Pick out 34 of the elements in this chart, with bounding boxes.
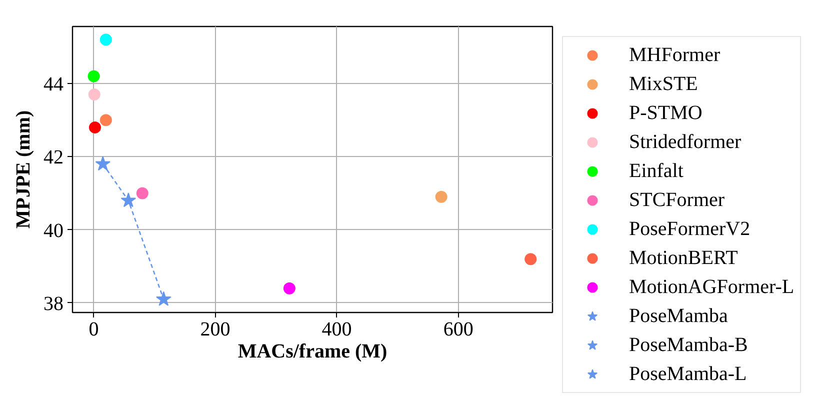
legend-label: Einfalt: [629, 159, 684, 183]
point: [524, 253, 537, 266]
legend-label: MotionBERT: [629, 246, 738, 270]
point: [136, 187, 148, 200]
legend-label: Stridedformer: [629, 130, 742, 154]
point: [100, 34, 112, 46]
y-tick-label: 44: [44, 74, 64, 96]
y-axis-title: MPJPE (mm): [12, 110, 34, 229]
legend-label: P-STMO: [629, 101, 702, 125]
x-axis-title: MACs/frame (M): [238, 340, 388, 362]
x-tick-label: 0: [88, 318, 99, 340]
point: [88, 121, 101, 134]
point: [100, 114, 112, 126]
x-tick-label: 400: [322, 318, 352, 340]
point: [88, 70, 100, 82]
point: [120, 192, 136, 208]
x-tick-label: 600: [443, 318, 474, 340]
legend-label: PoseMamba-L: [629, 362, 747, 386]
point: [283, 282, 296, 294]
y-tick-label: 38: [44, 292, 64, 315]
legend-label: MotionAGFormer-L: [629, 275, 794, 299]
legend-label: PoseFormerV2: [629, 217, 750, 241]
legend-label: STCFormer: [629, 188, 725, 212]
point: [156, 291, 172, 306]
point: [435, 190, 448, 203]
legend-label: MixSTE: [629, 72, 698, 96]
x-tick-label: 200: [200, 318, 230, 340]
y-tick-label: 42: [44, 146, 64, 169]
point: [95, 156, 111, 171]
point: [88, 88, 100, 101]
legend-label: PoseMamba-B: [629, 333, 748, 357]
y-tick-label: 40: [44, 220, 64, 242]
legend-label: PoseMamba: [629, 304, 728, 328]
legend-label: MHFormer: [629, 43, 720, 67]
